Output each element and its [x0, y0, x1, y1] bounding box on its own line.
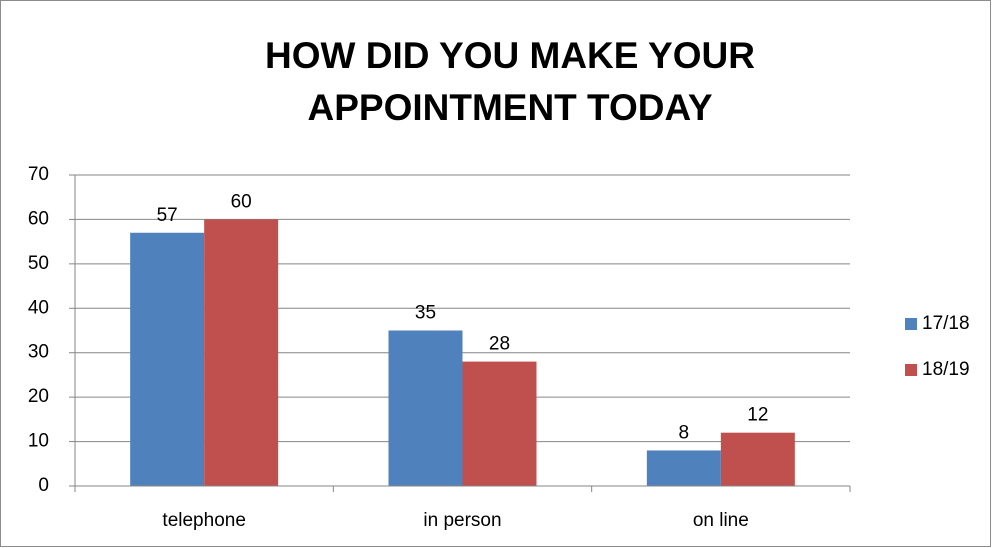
legend-label: 18/19 — [922, 359, 970, 380]
x-tick-label: on line — [693, 510, 749, 531]
y-tick-label: 70 — [28, 164, 49, 185]
y-tick-label: 40 — [28, 297, 49, 318]
bar — [462, 361, 537, 486]
y-tick-label: 30 — [28, 342, 49, 363]
data-label: 60 — [231, 191, 252, 212]
bar — [204, 219, 279, 486]
bar — [646, 450, 721, 486]
data-label: 8 — [679, 422, 690, 443]
data-label: 35 — [415, 303, 436, 324]
y-tick-label: 20 — [28, 386, 49, 407]
bar — [388, 330, 463, 486]
bar — [720, 432, 795, 486]
x-tick-label: telephone — [162, 510, 245, 531]
y-tick-label: 50 — [28, 253, 49, 274]
legend-swatch — [905, 364, 917, 376]
bar — [130, 232, 205, 486]
y-tick-label: 60 — [28, 208, 49, 229]
y-tick-label: 0 — [38, 475, 49, 496]
legend-swatch — [905, 318, 917, 330]
legend-label: 17/18 — [922, 313, 970, 334]
x-tick-label: in person — [423, 510, 501, 531]
data-label: 12 — [747, 405, 768, 426]
chart-title: HOW DID YOU MAKE YOUR APPOINTMENT TODAY — [265, 35, 755, 128]
data-label: 28 — [489, 334, 510, 355]
y-tick-label: 10 — [28, 431, 49, 452]
data-label: 57 — [157, 205, 178, 226]
